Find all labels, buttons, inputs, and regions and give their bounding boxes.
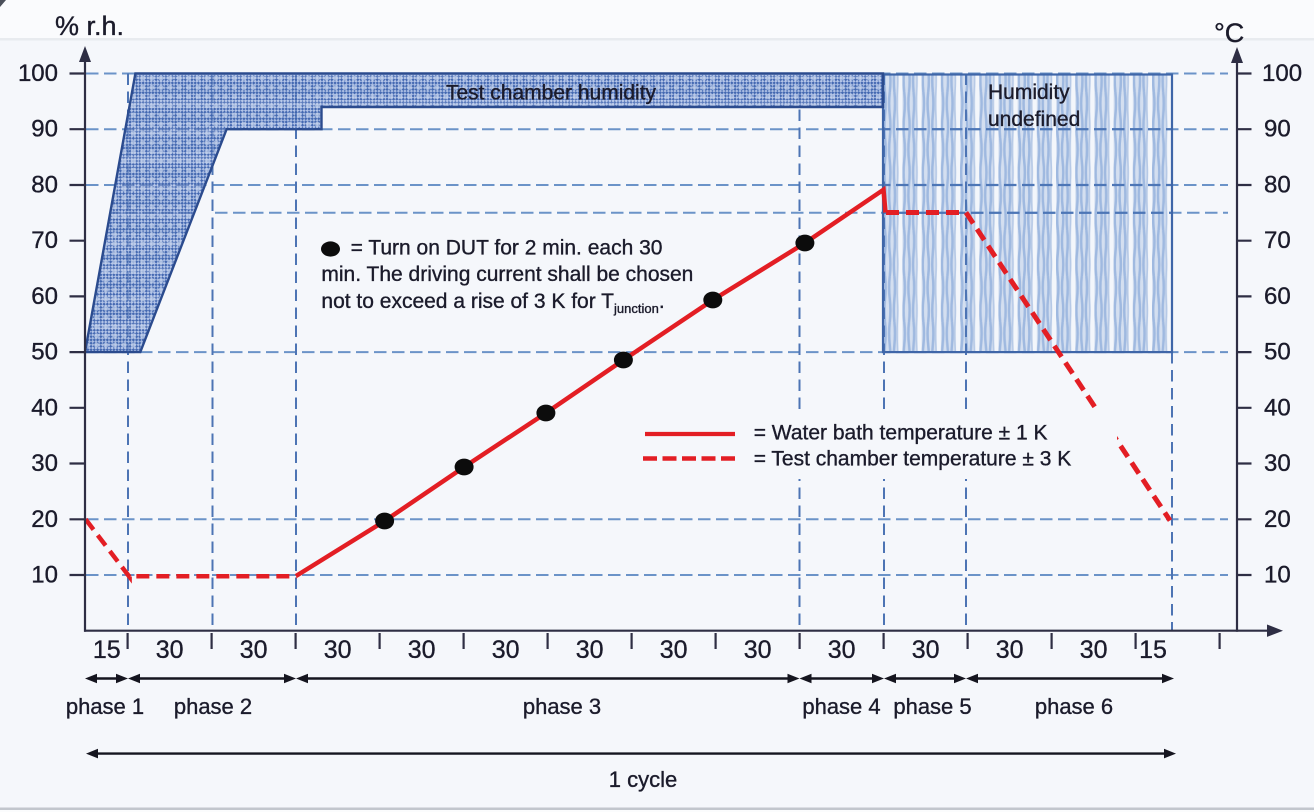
svg-text:30: 30 xyxy=(660,636,688,664)
svg-text:phase 5: phase 5 xyxy=(893,694,971,719)
svg-text:30: 30 xyxy=(240,636,268,664)
svg-text:30: 30 xyxy=(1080,636,1108,664)
svg-text:30: 30 xyxy=(576,636,604,664)
svg-text:30: 30 xyxy=(912,636,940,664)
svg-text:1 cycle: 1 cycle xyxy=(609,767,677,792)
svg-text:15: 15 xyxy=(93,636,121,664)
svg-text:30: 30 xyxy=(31,450,58,477)
svg-text:40: 40 xyxy=(31,394,58,421)
svg-text:30: 30 xyxy=(1264,450,1291,477)
svg-text:30: 30 xyxy=(744,636,772,664)
svg-text:= Water bath temperature ± 1 K: = Water bath temperature ± 1 K xyxy=(754,422,1048,445)
svg-text:90: 90 xyxy=(1264,116,1291,143)
svg-text:80: 80 xyxy=(31,172,58,199)
svg-text:40: 40 xyxy=(1264,394,1291,421)
svg-text:80: 80 xyxy=(1264,172,1291,199)
svg-text:phase 1: phase 1 xyxy=(66,694,144,719)
svg-text:10: 10 xyxy=(31,562,58,589)
svg-text:phase 4: phase 4 xyxy=(802,694,880,719)
svg-text:10: 10 xyxy=(1264,562,1291,589)
svg-text:°C: °C xyxy=(1214,18,1244,48)
svg-text:30: 30 xyxy=(324,636,352,664)
svg-text:Test chamber humidity: Test chamber humidity xyxy=(446,82,657,105)
svg-text:Humidity: Humidity xyxy=(988,81,1070,104)
svg-text:100: 100 xyxy=(1262,60,1302,87)
svg-text:60: 60 xyxy=(31,283,58,310)
svg-text:100: 100 xyxy=(18,60,58,87)
svg-text:30: 30 xyxy=(408,636,436,664)
svg-text:min. The driving current shall: min. The driving current shall be chosen xyxy=(321,263,693,286)
svg-text:30: 30 xyxy=(828,636,856,664)
svg-text:30: 30 xyxy=(492,636,520,664)
svg-text:= Test chamber temperature ± 3: = Test chamber temperature ± 3 K xyxy=(754,448,1072,471)
svg-text:% r.h.: % r.h. xyxy=(55,11,124,41)
svg-text:70: 70 xyxy=(1264,227,1291,254)
svg-text:60: 60 xyxy=(1264,283,1291,310)
svg-text:50: 50 xyxy=(1264,339,1291,366)
svg-text:20: 20 xyxy=(1264,506,1291,533)
svg-text:= Turn on DUT for 2 min. each: = Turn on DUT for 2 min. each 30 xyxy=(351,237,663,260)
svg-text:20: 20 xyxy=(31,506,58,533)
svg-text:15: 15 xyxy=(1139,636,1167,664)
svg-text:30: 30 xyxy=(156,636,184,664)
svg-text:90: 90 xyxy=(31,116,58,143)
svg-text:phase 2: phase 2 xyxy=(174,694,252,719)
svg-text:phase 3: phase 3 xyxy=(523,694,601,719)
svg-text:30: 30 xyxy=(996,636,1024,664)
svg-text:phase 6: phase 6 xyxy=(1035,694,1113,719)
svg-text:50: 50 xyxy=(31,339,58,366)
svg-text:undefined: undefined xyxy=(988,108,1080,131)
svg-text:70: 70 xyxy=(31,227,58,254)
svg-text:not to exceed a rise of 3 K fo: not to exceed a rise of 3 K for Tjunctio… xyxy=(321,290,664,316)
